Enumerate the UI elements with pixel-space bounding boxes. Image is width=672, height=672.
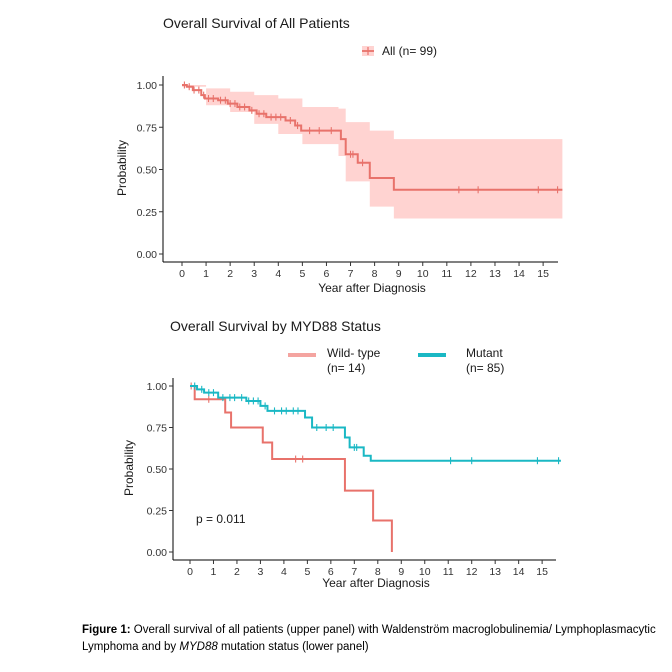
y-tick-label-myd88: 1.00 — [147, 381, 168, 393]
x-tick-label-all: 14 — [513, 268, 525, 280]
x-tick-label-all: 11 — [441, 268, 452, 280]
survival-curve-all-0 — [182, 84, 563, 191]
y-tick-label-all: 1.00 — [137, 80, 158, 92]
x-tick-label-all: 7 — [348, 268, 354, 280]
p-value-annotation: p = 0.011 — [196, 512, 246, 526]
x-tick-label-myd88: 8 — [375, 566, 381, 578]
x-tick-label-myd88: 3 — [258, 566, 264, 578]
survival-curve-myd88-0 — [190, 385, 393, 552]
y-tick-label-myd88: 0.25 — [147, 506, 168, 518]
y-tick-label-all: 0.00 — [137, 249, 158, 261]
y-tick-label-myd88: 0.00 — [147, 547, 168, 559]
ci-band-all — [182, 85, 563, 219]
survival-curve-myd88-1 — [190, 385, 561, 462]
chart-title-all: Overall Survival of All Patients — [163, 15, 350, 31]
caption-gene: MYD88 — [179, 641, 218, 653]
x-tick-label-all: 1 — [203, 268, 209, 280]
x-tick-label-myd88: 10 — [419, 566, 431, 578]
x-tick-label-myd88: 0 — [187, 566, 193, 578]
y-tick-label-myd88: 0.50 — [147, 464, 168, 476]
x-tick-label-myd88: 15 — [536, 566, 548, 578]
legend-mutant-name: Mutant — [466, 346, 503, 360]
x-tick-label-all: 8 — [372, 268, 378, 280]
x-tick-label-all: 12 — [465, 268, 477, 280]
x-tick-label-all: 0 — [179, 268, 185, 280]
x-tick-label-myd88: 4 — [281, 566, 287, 578]
x-tick-label-myd88: 9 — [398, 566, 404, 578]
legend-mutant-count: (n= 85) — [466, 361, 504, 375]
x-tick-label-all: 9 — [396, 268, 402, 280]
plot-area-myd88: 0.000.250.500.751.000 1 2 3 4 5 6 7 8 9 10 11 12 13 14… — [147, 378, 561, 578]
x-tick-label-all: 4 — [275, 268, 281, 280]
legend-wildtype-count: (n= 14) — [327, 361, 365, 375]
x-tick-label-all: 15 — [537, 268, 549, 280]
x-tick-label-myd88: 13 — [489, 566, 501, 578]
x-axis-label-myd88: Year after Diagnosis — [322, 576, 430, 590]
y-tick-label-all: 0.50 — [137, 165, 158, 177]
x-tick-label-myd88: 5 — [304, 566, 310, 578]
x-tick-label-myd88: 2 — [234, 566, 240, 578]
legend-label-all: All (n= 99) — [382, 44, 437, 58]
panel-all-patients: Overall Survival of All Patients All (n=… — [115, 15, 563, 295]
x-tick-label-all: 2 — [227, 268, 233, 280]
x-tick-label-myd88: 14 — [513, 566, 525, 578]
caption-text-1: Overall survival of all patients (upper … — [82, 624, 656, 653]
y-tick-label-all: 0.25 — [137, 207, 158, 219]
y-axis-label-myd88: Probability — [122, 440, 136, 496]
y-axis-label-all: Probability — [115, 140, 129, 196]
x-axis-label-all: Year after Diagnosis — [318, 281, 426, 295]
chart-title-myd88: Overall Survival by MYD88 Status — [170, 318, 381, 334]
x-tick-label-all: 10 — [417, 268, 429, 280]
legend-myd88: Wild- type (n= 14) Mutant (n= 85) — [288, 346, 504, 375]
caption-text-2: mutation status (lower panel) — [217, 641, 369, 653]
x-tick-label-myd88: 12 — [466, 566, 478, 578]
figure-caption: Figure 1: Overall survival of all patien… — [82, 622, 662, 656]
x-tick-label-myd88: 7 — [351, 566, 357, 578]
x-tick-label-all: 5 — [299, 268, 305, 280]
x-tick-label-myd88: 1 — [211, 566, 217, 578]
x-tick-label-myd88: 11 — [443, 566, 454, 578]
plot-area-all: 0.000.250.500.751.000 1 2 3 4 5 6 7 8 9 10 11 12 13 14… — [137, 76, 563, 280]
panel-myd88: Overall Survival by MYD88 Status Wild- t… — [122, 318, 561, 590]
x-tick-label-all: 13 — [489, 268, 501, 280]
x-tick-label-all: 6 — [324, 268, 330, 280]
x-tick-label-all: 3 — [251, 268, 257, 280]
x-tick-label-myd88: 6 — [328, 566, 334, 578]
legend-all: All (n= 99) — [362, 44, 437, 58]
y-tick-label-myd88: 0.75 — [147, 423, 168, 435]
caption-label: Figure 1: — [82, 624, 131, 636]
y-tick-label-all: 0.75 — [137, 122, 158, 134]
legend-wildtype-name: Wild- type — [327, 346, 381, 360]
